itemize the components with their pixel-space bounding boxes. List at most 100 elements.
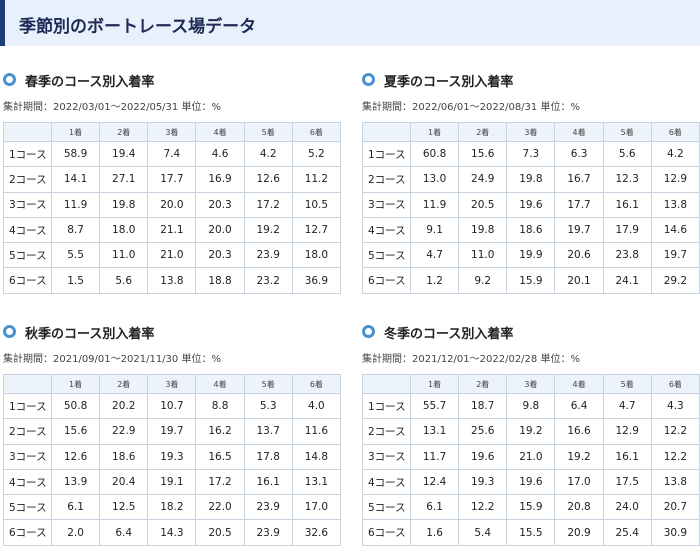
table-cell: 2.0 xyxy=(50,519,101,546)
table-cell: 19.8 xyxy=(99,191,149,218)
section-spring: 春季のコース別入着率 集計期間：2022/03/01～2022/05/31 単位… xyxy=(3,70,342,294)
column-header: 1着 xyxy=(50,374,101,394)
table-cell: 5.4 xyxy=(458,519,508,546)
table-cell: 6.4 xyxy=(554,392,604,420)
table-header-row: 1着 2着 3着 4着 5着 6着 xyxy=(362,374,700,394)
table-cell: 12.9 xyxy=(602,418,652,445)
section-title: 夏季のコース別入着率 xyxy=(384,75,514,90)
table-cell: 18.8 xyxy=(195,267,245,294)
table-cell: 4.7 xyxy=(602,392,652,420)
table-row: 2コース 15.6 22.9 19.7 16.2 13.7 11.6 xyxy=(3,418,342,445)
circle-bullet-icon xyxy=(362,325,375,338)
column-header: 6着 xyxy=(650,374,700,394)
table-row: 5コース 4.7 11.0 19.9 20.6 23.8 19.7 xyxy=(362,242,700,269)
table-cell: 8.8 xyxy=(195,392,245,420)
table-cell: 23.8 xyxy=(602,242,652,269)
table-cell: 11.2 xyxy=(291,166,342,193)
table-row: 5コース 6.1 12.2 15.9 20.8 24.0 20.7 xyxy=(362,494,700,521)
table-cell: 19.2 xyxy=(554,443,604,470)
table-cell: 13.8 xyxy=(650,468,700,496)
table-cell: 16.2 xyxy=(195,418,245,445)
row-label: 3コース xyxy=(3,443,52,470)
row-label: 2コース xyxy=(362,166,411,193)
page-header: 季節別のボートレース場データ xyxy=(0,0,700,46)
table-cell: 20.8 xyxy=(554,494,604,521)
table-corner-cell xyxy=(362,374,411,394)
table-cell: 12.2 xyxy=(650,443,700,470)
table-cell: 10.7 xyxy=(147,392,197,420)
table-row: 4コース 8.7 18.0 21.1 20.0 19.2 12.7 xyxy=(3,216,342,244)
table-cell: 19.7 xyxy=(554,216,604,244)
table-row: 4コース 13.9 20.4 19.1 17.2 16.1 13.1 xyxy=(3,468,342,496)
section-title: 秋季のコース別入着率 xyxy=(25,327,155,342)
table-cell: 17.2 xyxy=(195,468,245,496)
table-header-row: 1着 2着 3着 4着 5着 6着 xyxy=(3,374,342,394)
table-cell: 9.1 xyxy=(409,216,460,244)
row-label: 4コース xyxy=(3,216,52,244)
row-label: 3コース xyxy=(362,191,411,218)
table-cell: 19.6 xyxy=(506,191,556,218)
table-cell: 19.4 xyxy=(99,140,149,168)
row-label: 5コース xyxy=(362,494,411,521)
table-row: 6コース 1.6 5.4 15.5 20.9 25.4 30.9 xyxy=(362,519,700,546)
table-cell: 7.4 xyxy=(147,140,197,168)
table-cell: 11.7 xyxy=(409,443,460,470)
table-cell: 18.7 xyxy=(458,392,508,420)
row-label: 5コース xyxy=(3,242,52,269)
table-cell: 11.0 xyxy=(458,242,508,269)
table-cell: 10.5 xyxy=(291,191,342,218)
table-cell: 12.2 xyxy=(458,494,508,521)
table-cell: 12.7 xyxy=(291,216,342,244)
table-header-row: 1着 2着 3着 4着 5着 6着 xyxy=(362,122,700,142)
unit-text: 単位：% xyxy=(181,102,221,113)
table-row: 3コース 12.6 18.6 19.3 16.5 17.8 14.8 xyxy=(3,443,342,470)
table-cell: 20.3 xyxy=(195,242,245,269)
table-cell: 16.7 xyxy=(554,166,604,193)
section-header: 冬季のコース別入着率 xyxy=(362,322,700,342)
column-header: 4着 xyxy=(195,122,245,142)
table-cell: 13.8 xyxy=(650,191,700,218)
table-cell: 13.1 xyxy=(409,418,460,445)
column-header: 3着 xyxy=(147,122,197,142)
column-header: 1着 xyxy=(409,122,460,142)
table-cell: 17.7 xyxy=(554,191,604,218)
column-header: 3着 xyxy=(506,374,556,394)
table-cell: 13.0 xyxy=(409,166,460,193)
row-label: 1コース xyxy=(3,392,52,420)
table-row: 3コース 11.9 19.8 20.0 20.3 17.2 10.5 xyxy=(3,191,342,218)
table-row: 6コース 1.2 9.2 15.9 20.1 24.1 29.2 xyxy=(362,267,700,294)
circle-bullet-icon xyxy=(362,73,375,86)
table-cell: 4.0 xyxy=(291,392,342,420)
row-label: 6コース xyxy=(3,267,52,294)
column-header: 2着 xyxy=(458,374,508,394)
table-cell: 6.3 xyxy=(554,140,604,168)
column-header: 5着 xyxy=(243,374,293,394)
page-title: 季節別のボートレース場データ xyxy=(19,17,257,37)
table-cell: 11.9 xyxy=(50,191,101,218)
column-header: 5着 xyxy=(602,122,652,142)
unit-text: 単位：% xyxy=(540,354,580,365)
table-row: 1コース 55.7 18.7 9.8 6.4 4.7 4.3 xyxy=(362,392,700,420)
table-cell: 22.9 xyxy=(99,418,149,445)
table-cell: 4.7 xyxy=(409,242,460,269)
row-label: 2コース xyxy=(3,418,52,445)
table-cell: 14.8 xyxy=(291,443,342,470)
table-row: 1コース 50.8 20.2 10.7 8.8 5.3 4.0 xyxy=(3,392,342,420)
table-cell: 9.2 xyxy=(458,267,508,294)
table-cell: 17.9 xyxy=(602,216,652,244)
table-cell: 15.5 xyxy=(506,519,556,546)
table-cell: 6.1 xyxy=(409,494,460,521)
circle-bullet-icon xyxy=(3,73,16,86)
column-header: 6着 xyxy=(650,122,700,142)
row-label: 4コース xyxy=(362,468,411,496)
table-cell: 20.5 xyxy=(195,519,245,546)
table-cell: 23.9 xyxy=(243,519,293,546)
table-corner-cell xyxy=(3,374,52,394)
table-cell: 5.6 xyxy=(602,140,652,168)
table-row: 2コース 13.0 24.9 19.8 16.7 12.3 12.9 xyxy=(362,166,700,193)
table-cell: 12.2 xyxy=(650,418,700,445)
table-cell: 17.0 xyxy=(291,494,342,521)
row-label: 5コース xyxy=(362,242,411,269)
table-cell: 14.6 xyxy=(650,216,700,244)
table-cell: 19.2 xyxy=(243,216,293,244)
